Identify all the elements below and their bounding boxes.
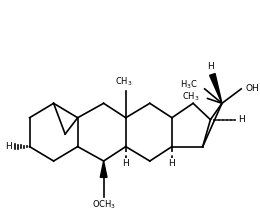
Text: H: H (207, 62, 214, 71)
Text: H: H (122, 159, 129, 168)
Text: CH$_3$: CH$_3$ (182, 90, 200, 103)
Polygon shape (100, 161, 107, 177)
Text: H: H (5, 142, 12, 151)
Polygon shape (210, 73, 222, 103)
Text: H: H (238, 115, 245, 124)
Text: OH: OH (245, 84, 259, 93)
Text: H: H (168, 159, 175, 168)
Text: H$_3$C: H$_3$C (180, 79, 198, 91)
Text: CH$_3$: CH$_3$ (115, 75, 133, 88)
Text: OCH$_3$: OCH$_3$ (92, 198, 116, 211)
